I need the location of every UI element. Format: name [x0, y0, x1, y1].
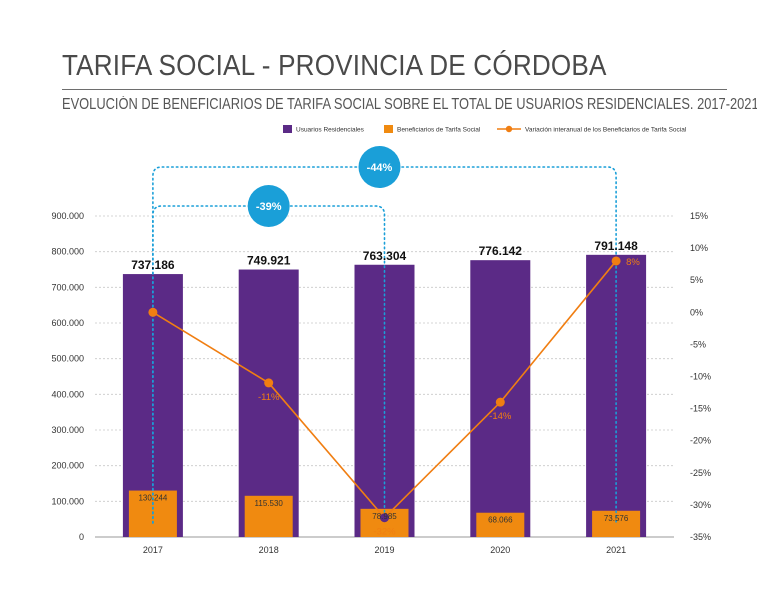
left-tick-label: 300.000	[51, 425, 84, 435]
legend-swatch-marker	[505, 125, 513, 133]
legend-label: Beneficiarios de Tarifa Social	[397, 127, 481, 134]
page-subtitle: EVOLUCIÓN DE BENEFICIARIOS DE TARIFA SOC…	[62, 96, 757, 113]
usuarios-value-label: 737.186	[131, 258, 175, 272]
legend-swatch	[283, 125, 292, 133]
callouts: -39% -44%	[152, 146, 617, 524]
variation-point	[611, 256, 621, 266]
category-label: 2018	[259, 545, 279, 555]
usuarios-value-label: 763.304	[363, 249, 407, 263]
right-tick-label: 15%	[690, 211, 708, 221]
right-tick-label: 0%	[690, 307, 703, 317]
legend-label: Usuarios Residenciales	[296, 127, 365, 134]
left-tick-label: 100.000	[51, 496, 84, 506]
right-tick-label: -10%	[690, 372, 711, 382]
page-title: TARIFA SOCIAL - PROVINCIA DE CÓRDOBA	[62, 50, 607, 82]
variation-point	[495, 397, 505, 407]
variation-point	[148, 307, 158, 317]
axes: 0 100.000 200.000 300.000 400.000 500.000 600.…	[51, 211, 711, 555]
category-label: 2021	[606, 545, 626, 555]
usuarios-value-label: 776.142	[479, 244, 523, 258]
beneficiarios-value-label: 78.985	[372, 512, 397, 521]
variation-value-label: 8%	[626, 257, 640, 268]
beneficiarios-value-label: 73.576	[604, 514, 629, 523]
callout-label: -44%	[367, 162, 393, 174]
left-tick-label: 900.000	[51, 211, 84, 221]
beneficiarios-value-label: 68.066	[488, 516, 513, 525]
variation-value-label: -32%	[373, 527, 396, 538]
right-tick-label: -15%	[690, 404, 711, 414]
left-tick-label: 500.000	[51, 354, 84, 364]
right-tick-label: -30%	[690, 500, 711, 510]
right-tick-label: -20%	[690, 436, 711, 446]
right-tick-label: -25%	[690, 468, 711, 478]
variation-line	[148, 256, 621, 523]
right-tick-label: 10%	[690, 243, 708, 253]
variation-point	[380, 513, 389, 523]
right-tick-label: 5%	[690, 275, 703, 285]
data-labels: 737.186 749.921 763.304 776.142 791.148 130.2…	[131, 239, 640, 538]
usuarios-value-label: 749.921	[247, 254, 291, 268]
left-tick-label: 600.000	[51, 318, 84, 328]
bars	[122, 254, 647, 537]
category-label: 2019	[374, 545, 394, 555]
variation-point	[264, 378, 274, 388]
usuarios-value-label: 791.148	[594, 239, 638, 253]
beneficiarios-value-label: 130.244	[138, 494, 167, 503]
legend-label: Variación interanual de los Beneficiario…	[525, 127, 687, 134]
left-tick-label: 700.000	[51, 282, 84, 292]
beneficiarios-bar	[244, 495, 293, 537]
beneficiarios-value-label: 115.530	[255, 499, 284, 508]
left-tick-label: 0	[79, 532, 84, 542]
usuarios-bar	[238, 269, 299, 537]
callout-badge	[247, 185, 290, 227]
variation-value-label: -11%	[258, 392, 280, 403]
legend: Usuarios Residenciales Beneficiarios de T…	[283, 125, 687, 134]
usuarios-bar	[586, 254, 647, 537]
legend-swatch	[384, 125, 393, 133]
left-tick-label: 200.000	[51, 461, 84, 471]
right-tick-label: -35%	[690, 532, 711, 542]
left-tick-label: 800.000	[51, 247, 84, 257]
right-tick-label: -5%	[690, 339, 706, 349]
callout-label: -39%	[256, 201, 282, 213]
callout-badge	[358, 146, 401, 188]
category-label: 2017	[143, 545, 163, 555]
title-divider	[62, 89, 727, 90]
variation-value-label: -14%	[489, 411, 512, 422]
category-label: 2020	[490, 545, 510, 555]
beneficiarios-bar	[476, 512, 525, 537]
left-tick-label: 400.000	[51, 389, 84, 399]
